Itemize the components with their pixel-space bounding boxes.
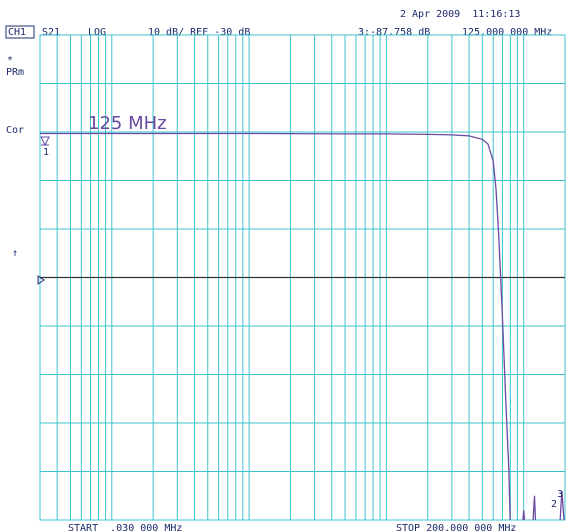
grid (39, 34, 566, 521)
datetime: 2 Apr 2009 11:16:13 (400, 9, 520, 20)
marker-readout: 3:-87.758 dB (358, 27, 430, 38)
trace-group (40, 132, 565, 520)
marker-3: 3 (557, 489, 563, 500)
start: START .030 000 MHz (68, 523, 182, 532)
marker-1: 1 (43, 147, 49, 158)
format: LOG (88, 27, 106, 38)
marker-freq: 125.000 000 MHz (462, 27, 552, 38)
arrow: ↑ (12, 248, 18, 259)
trace-line (40, 132, 565, 520)
stop: STOP 200.000 000 MHz (396, 523, 516, 532)
ref-triangle (37, 275, 45, 285)
channel-box (5, 25, 35, 39)
prm: PRm (6, 67, 24, 78)
channel: CH1 (8, 27, 26, 38)
star: * (7, 55, 13, 66)
marker-triangle (40, 136, 50, 147)
scale: 10 dB/ REF -30 dB (148, 27, 250, 38)
cor: Cor (6, 125, 24, 136)
parameter: S21 (42, 27, 60, 38)
marker-label: 125 MHz (88, 113, 167, 134)
marker-2: 2 (551, 499, 557, 510)
